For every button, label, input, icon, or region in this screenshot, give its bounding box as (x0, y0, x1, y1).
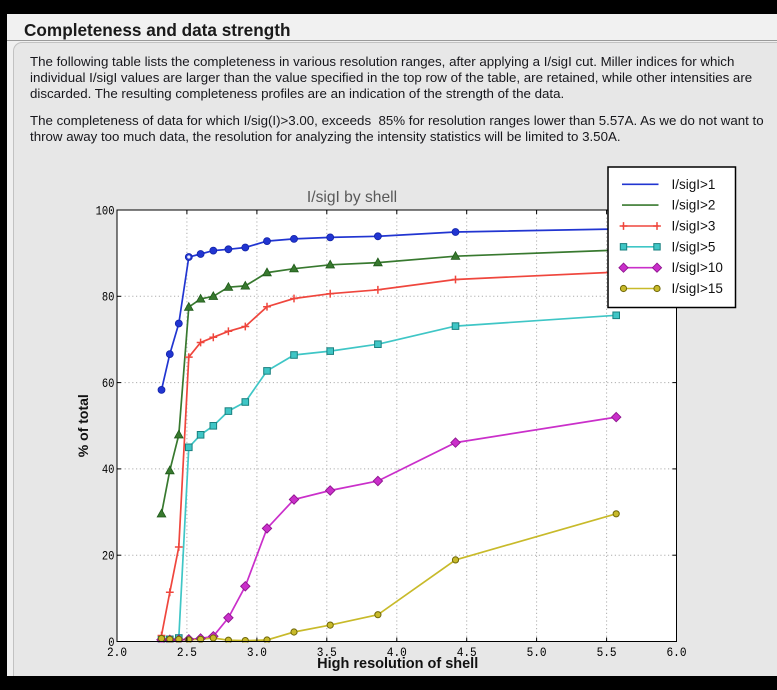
svg-text:% of total: % of total (75, 394, 91, 457)
svg-text:I/sigI>10: I/sigI>10 (672, 260, 723, 275)
svg-text:4.0: 4.0 (387, 646, 407, 660)
svg-text:4.5: 4.5 (457, 646, 477, 660)
svg-text:5.0: 5.0 (527, 646, 547, 660)
svg-text:I/sigI>5: I/sigI>5 (672, 239, 716, 254)
svg-text:20: 20 (102, 550, 115, 564)
svg-text:80: 80 (102, 291, 115, 305)
svg-text:6.0: 6.0 (667, 646, 687, 660)
svg-text:3.0: 3.0 (247, 646, 267, 660)
svg-text:40: 40 (102, 463, 115, 477)
svg-text:I/sigI>15: I/sigI>15 (672, 281, 723, 296)
svg-text:I/sigI>1: I/sigI>1 (672, 177, 716, 192)
svg-text:I/sigI>2: I/sigI>2 (672, 198, 716, 213)
svg-text:3.5: 3.5 (317, 646, 337, 660)
svg-text:5.5: 5.5 (597, 646, 617, 660)
svg-text:I/sigI>3: I/sigI>3 (672, 219, 716, 234)
svg-text:60: 60 (102, 377, 115, 391)
svg-text:2.0: 2.0 (107, 646, 127, 660)
svg-text:2.5: 2.5 (177, 646, 197, 660)
svg-text:100: 100 (96, 204, 115, 218)
svg-text:0: 0 (108, 636, 114, 650)
svg-text:High resolution of shell: High resolution of shell (317, 656, 478, 672)
svg-text:I/sigI by shell: I/sigI by shell (307, 189, 397, 206)
